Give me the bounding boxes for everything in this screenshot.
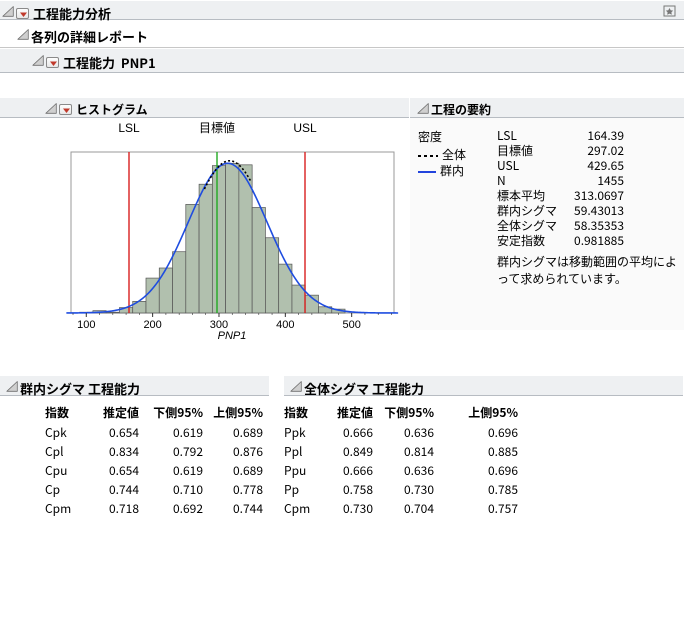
svg-text:500: 500 [343, 319, 361, 331]
svg-text:LSL: LSL [118, 121, 140, 135]
svg-text:200: 200 [143, 319, 161, 331]
svg-text:USL: USL [293, 121, 317, 135]
svg-text:400: 400 [276, 319, 294, 331]
svg-text:PNP1: PNP1 [218, 330, 247, 340]
svg-text:100: 100 [77, 319, 95, 331]
svg-text:目標値: 目標値 [199, 119, 235, 136]
